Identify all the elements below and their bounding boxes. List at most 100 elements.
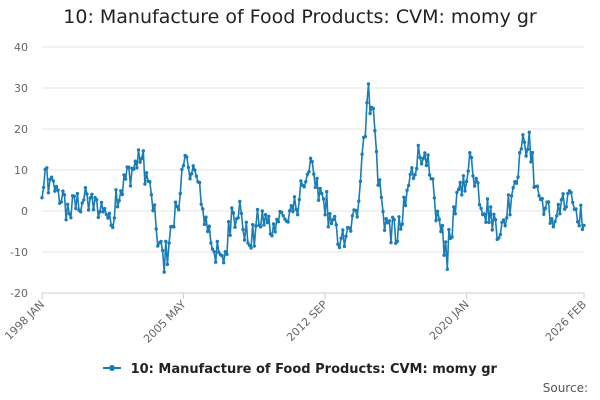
data-point	[262, 223, 266, 227]
data-point	[468, 151, 472, 155]
data-point	[530, 150, 535, 155]
data-point	[288, 209, 292, 213]
data-point	[206, 229, 210, 234]
data-point	[342, 244, 347, 249]
data-point	[524, 154, 528, 158]
legend-swatch	[103, 364, 122, 371]
x-tick-label: 1998 JAN	[2, 298, 47, 343]
data-point	[80, 201, 84, 205]
data-point	[360, 152, 364, 156]
data-point	[204, 215, 208, 219]
data-point	[263, 213, 268, 217]
data-point	[551, 225, 556, 229]
data-point	[159, 239, 163, 244]
data-point	[135, 166, 139, 170]
data-point	[535, 184, 540, 188]
data-point	[316, 198, 321, 202]
data-point	[514, 181, 519, 185]
data-point	[144, 171, 149, 175]
data-point	[296, 213, 300, 217]
data-point	[104, 212, 109, 217]
data-point	[506, 193, 511, 197]
data-point	[574, 207, 578, 211]
data-point	[469, 155, 474, 160]
data-point	[271, 222, 276, 226]
data-point	[339, 236, 343, 240]
data-point	[178, 191, 182, 196]
data-point	[325, 190, 329, 194]
legend-marker	[109, 364, 116, 371]
data-point	[209, 241, 213, 245]
data-point	[400, 222, 404, 226]
data-point	[59, 200, 63, 204]
data-point	[320, 191, 324, 196]
data-point	[580, 227, 585, 232]
data-point	[399, 227, 403, 231]
data-point	[575, 220, 580, 224]
data-point	[69, 216, 73, 220]
data-point	[132, 167, 136, 171]
data-point	[291, 209, 295, 214]
data-point	[294, 207, 298, 212]
data-point	[476, 181, 480, 185]
legend[interactable]: 10: Manufacture of Food Products: CVM: m…	[0, 362, 600, 377]
data-point	[230, 206, 234, 210]
data-point	[75, 191, 80, 196]
data-point	[249, 246, 253, 250]
data-point	[505, 216, 509, 220]
data-point	[91, 208, 96, 212]
data-point	[337, 245, 342, 250]
data-point	[484, 220, 488, 224]
data-point	[489, 205, 493, 209]
data-point	[527, 130, 531, 134]
data-point	[85, 192, 89, 196]
data-point	[140, 156, 144, 161]
data-point	[238, 199, 242, 204]
data-point	[197, 180, 202, 185]
data-point	[210, 247, 215, 251]
data-point	[61, 189, 65, 193]
data-point	[365, 101, 369, 105]
data-point	[349, 229, 353, 233]
data-point	[128, 184, 133, 188]
data-point	[276, 220, 281, 224]
data-point	[165, 262, 170, 267]
data-point	[501, 218, 506, 222]
data-point	[114, 188, 118, 192]
data-point	[106, 216, 110, 220]
data-point	[151, 208, 155, 213]
data-point	[344, 234, 348, 238]
data-point	[553, 219, 557, 224]
data-point	[472, 184, 477, 188]
data-point	[542, 212, 546, 216]
data-point	[518, 151, 522, 155]
data-point	[220, 253, 224, 258]
data-point	[103, 206, 107, 211]
data-point	[384, 217, 388, 221]
data-point	[307, 170, 311, 174]
data-point	[226, 220, 231, 224]
data-point	[214, 260, 218, 264]
data-point	[54, 184, 59, 189]
series-line	[41, 83, 585, 273]
y-tick-label: 20	[14, 123, 28, 136]
data-point	[292, 195, 297, 199]
legend-label: 10: Manufacture of Food Products: CVM: m…	[130, 362, 497, 377]
data-point	[247, 243, 252, 248]
data-point	[423, 151, 427, 155]
data-point	[302, 185, 306, 189]
data-point	[82, 198, 86, 202]
data-point	[455, 190, 459, 195]
data-point	[437, 217, 441, 222]
data-point	[53, 189, 57, 193]
data-point	[503, 224, 507, 228]
data-point	[318, 186, 322, 191]
data-point	[123, 177, 128, 181]
data-point	[482, 212, 486, 216]
source-credit[interactable]: Source:	[542, 381, 588, 395]
data-point	[466, 169, 470, 173]
data-point	[96, 215, 101, 220]
data-point	[299, 179, 303, 183]
data-point	[413, 173, 417, 177]
data-point	[405, 188, 409, 192]
